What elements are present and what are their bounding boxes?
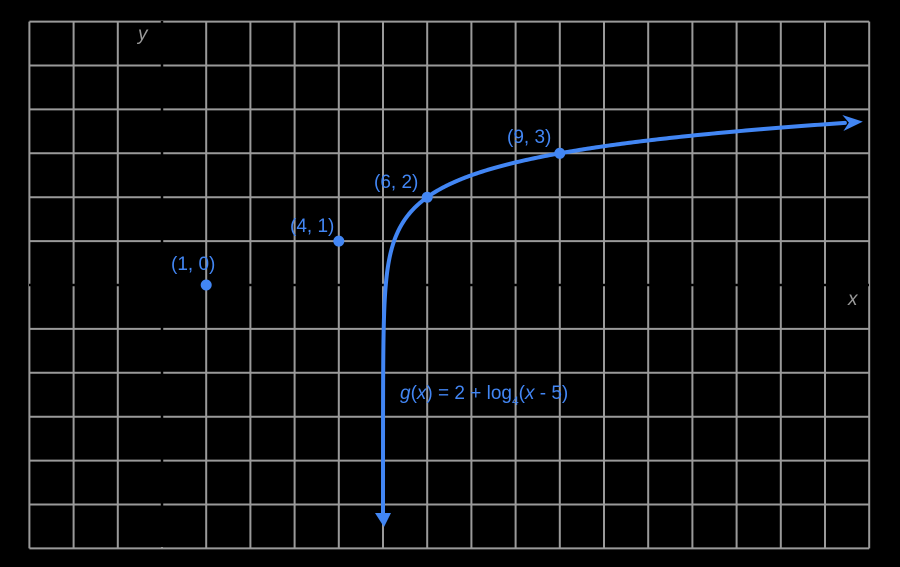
point-label-9-3: (9, 3)	[507, 127, 551, 148]
arrow-down-icon	[375, 513, 392, 527]
eq-x1: x	[416, 383, 428, 404]
eq-base: 4	[512, 394, 519, 408]
y-axis-label: y	[136, 24, 149, 45]
eq-x2: x	[524, 383, 536, 404]
point-label-1-0: (1, 0)	[171, 254, 215, 275]
log-curve	[381, 120, 847, 517]
arrow-right-icon	[842, 115, 863, 132]
point-label-6-2: (6, 2)	[374, 172, 418, 193]
data-point	[421, 191, 433, 203]
axes	[29, 21, 869, 547]
points	[200, 147, 566, 291]
eq-mid: ) = 2 + log	[426, 383, 512, 404]
point-label-4-1: (4, 1)	[290, 216, 334, 237]
eq-end: - 5)	[534, 383, 568, 404]
equation-label: g(x) = 2 + log4(x - 5)	[400, 383, 568, 408]
data-point	[554, 147, 566, 159]
eq-g: g	[400, 383, 411, 404]
x-axis-label: x	[847, 289, 859, 310]
data-point	[333, 235, 345, 247]
data-point	[200, 279, 212, 291]
